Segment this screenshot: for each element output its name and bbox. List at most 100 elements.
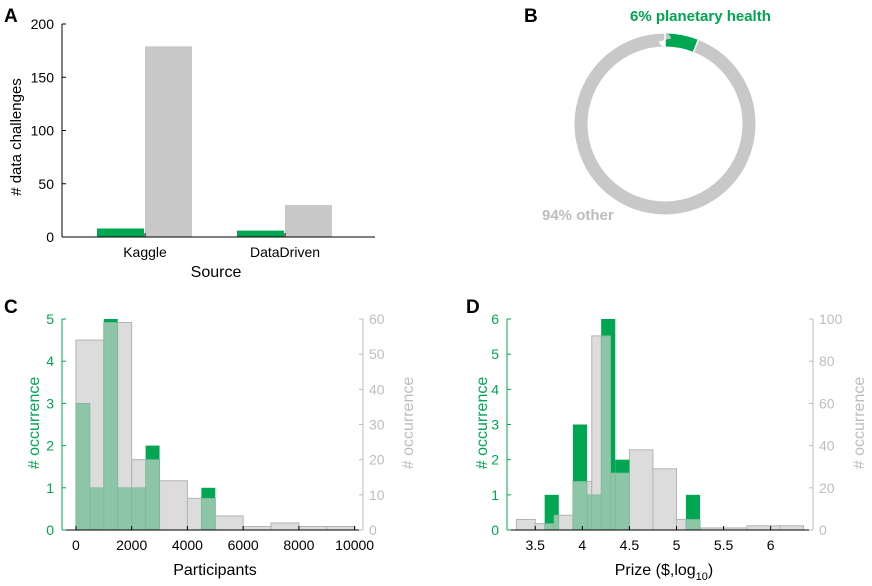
left-y-tick-label: 2 <box>491 452 499 468</box>
x-tick-label: 4 <box>578 537 586 553</box>
gray-histogram-bar <box>515 518 536 531</box>
x-tick-label: 10000 <box>335 537 374 553</box>
overlap-histogram-bar <box>572 481 588 531</box>
x-tick-label: 0 <box>72 537 80 553</box>
panel-d-x-label-subscript: 10 <box>696 571 708 583</box>
panel-d-left-y-label: # occurrence <box>474 377 491 470</box>
x-tick-label: 4000 <box>172 537 203 553</box>
overlap-histogram-bar <box>544 523 555 531</box>
left-y-tick-label: 4 <box>46 353 54 369</box>
overlap-histogram-bar <box>610 472 616 531</box>
right-y-tick-label: 50 <box>369 346 385 362</box>
overlap-histogram-bar <box>117 487 133 531</box>
panel-a-x-axis-label: Source <box>191 264 242 281</box>
right-y-tick-label: 20 <box>819 480 835 496</box>
panel-c-right-y-label: # occurrence <box>400 377 417 470</box>
left-y-tick-label: 5 <box>491 346 499 362</box>
right-y-tick-label: 80 <box>819 353 835 369</box>
left-y-tick-label: 5 <box>46 311 54 327</box>
bar-datadriven-planetary-health <box>237 230 284 237</box>
donut-label-other: 94% other <box>542 207 614 224</box>
x-tick-label: 3.5 <box>526 537 546 553</box>
panel-d-right-y-label: # occurrence <box>851 377 868 470</box>
left-y-tick-label: 0 <box>46 522 54 538</box>
overlap-histogram-bar <box>103 322 119 531</box>
gray-histogram-bar <box>159 480 188 531</box>
right-y-tick-label: 40 <box>369 381 385 397</box>
left-y-tick-label: 2 <box>46 438 54 454</box>
overlap-histogram-bar <box>75 402 91 531</box>
donut-label-planetary-health: 6% planetary health <box>630 8 771 25</box>
left-y-tick-label: 3 <box>46 395 54 411</box>
overlap-histogram-bar <box>586 494 593 531</box>
gray-histogram-bar <box>270 522 300 531</box>
y-tick-label: 0 <box>46 229 54 245</box>
donut-slice-other <box>574 33 756 215</box>
x-tick-label: DataDriven <box>250 244 320 260</box>
right-y-tick-label: 100 <box>819 311 843 327</box>
left-y-tick-label: 3 <box>491 417 499 433</box>
gray-histogram-bar <box>214 515 244 531</box>
panel-label-c: C <box>4 297 18 318</box>
gray-histogram-bar <box>746 525 781 531</box>
overlap-histogram-bar <box>131 487 147 531</box>
panel-label-a: A <box>4 6 18 27</box>
x-tick-label: 6 <box>767 537 775 553</box>
panel-d-x-axis-label: Prize ($,log10) <box>615 562 714 583</box>
gray-histogram-bar <box>326 525 356 531</box>
panel-c-x-axis-label: Participants <box>173 562 257 579</box>
gray-histogram-bar <box>298 525 328 531</box>
panel-a: A # data challenges Source Kaggle DataDri… <box>4 6 375 281</box>
panel-label-d: D <box>466 297 480 318</box>
overlap-histogram-bar <box>614 472 630 531</box>
right-y-tick-label: 60 <box>369 311 385 327</box>
right-y-tick-label: 10 <box>369 487 385 503</box>
y-tick-label: 100 <box>31 123 55 139</box>
left-y-tick-label: 6 <box>491 311 499 327</box>
left-y-tick-label: 0 <box>491 522 499 538</box>
bar-kaggle-other <box>145 46 192 237</box>
right-y-tick-label: 40 <box>819 438 835 454</box>
panel-c-left-y-label: # occurrence <box>26 377 43 470</box>
panel-b: B 6% planetary health 94% other <box>524 6 771 224</box>
right-y-tick-label: 30 <box>369 417 385 433</box>
gray-histogram-bar <box>779 525 805 531</box>
gray-histogram-bar <box>242 525 272 531</box>
gray-histogram-bar <box>628 449 654 531</box>
overlap-histogram-bar <box>145 459 160 531</box>
y-tick-label: 50 <box>38 176 54 192</box>
panel-d-x-label-main: Prize ($,log <box>615 562 696 579</box>
gray-histogram-bar <box>652 468 677 531</box>
left-y-tick-label: 1 <box>491 487 499 503</box>
panel-a-y-axis-label: # data challenges <box>8 78 25 196</box>
overlap-histogram-bar <box>553 514 560 531</box>
right-y-tick-label: 0 <box>369 522 377 538</box>
right-y-tick-label: 20 <box>369 452 385 468</box>
overlap-histogram-bar <box>600 335 611 531</box>
panel-d-x-label-close: ) <box>708 562 713 579</box>
x-tick-label: 2000 <box>116 537 147 553</box>
left-y-tick-label: 4 <box>491 381 499 397</box>
bar-kaggle-planetary-health <box>97 228 144 237</box>
right-y-tick-label: 60 <box>819 395 835 411</box>
left-y-tick-label: 1 <box>46 480 54 496</box>
donut-separator <box>692 38 700 54</box>
right-y-tick-label: 0 <box>819 522 827 538</box>
x-tick-label: 6000 <box>228 537 259 553</box>
y-tick-label: 150 <box>31 69 55 85</box>
overlap-histogram-bar <box>591 494 602 531</box>
x-tick-label: Kaggle <box>123 244 167 260</box>
panel-c: C # occurrence # occurrence Participants… <box>4 297 417 579</box>
x-tick-label: 5 <box>673 537 681 553</box>
x-tick-label: 4.5 <box>620 537 640 553</box>
overlap-histogram-bar <box>685 519 701 531</box>
x-tick-label: 5.5 <box>714 537 734 553</box>
panel-d: D # occurrence # occurrence Prize ($,log… <box>466 297 868 583</box>
x-tick-label: 8000 <box>283 537 314 553</box>
overlap-histogram-bar <box>89 487 105 531</box>
overlap-histogram-bar <box>200 497 216 531</box>
y-tick-label: 200 <box>31 16 55 32</box>
bar-datadriven-other <box>285 205 332 237</box>
panel-label-b: B <box>524 6 538 27</box>
